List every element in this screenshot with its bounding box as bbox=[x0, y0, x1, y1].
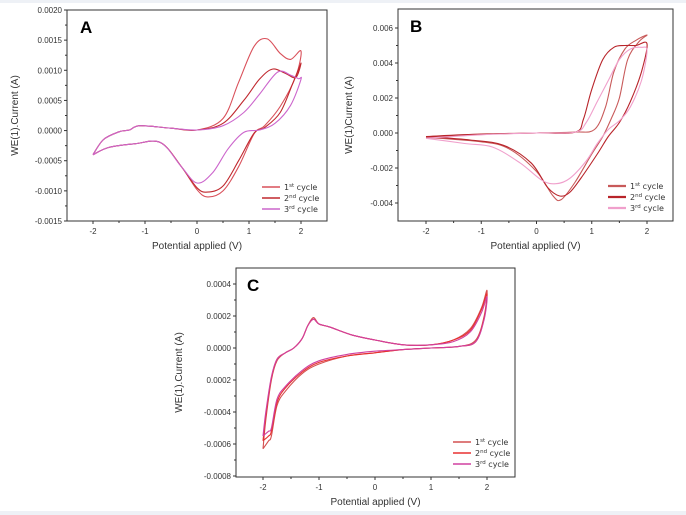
y-axis-label: WE(1).Current (A) bbox=[174, 332, 185, 413]
x-tick-label: 0 bbox=[534, 227, 539, 236]
y-tick-label: -0.0004 bbox=[204, 408, 232, 417]
chart-panel-b: -2 -1 0 1 2 0.006 0.004 0.002 0.000 -0.002 -0.004 P… bbox=[344, 8, 674, 252]
panel-label: C bbox=[247, 276, 259, 295]
legend-entry-cycle-1: 1st cycle bbox=[284, 183, 317, 192]
y-tick-label: 0.0020 bbox=[38, 6, 63, 15]
series-line-cycle-3 bbox=[425, 46, 648, 185]
x-tick-label: 2 bbox=[299, 227, 304, 236]
x-tick-label: 0 bbox=[195, 227, 200, 236]
chart-panel-a: -2 -1 0 1 2 0.0020 0.0015 0.0010 0.0005 0.0000 -0.… bbox=[10, 6, 328, 252]
y-tick-label: 0.0005 bbox=[38, 96, 63, 105]
x-axis-label: Potential applied (V) bbox=[490, 241, 580, 252]
x-tick-label: 2 bbox=[485, 483, 490, 492]
y-tick-label: -0.0010 bbox=[35, 187, 63, 196]
y-tick-label: -0.0005 bbox=[35, 157, 63, 166]
x-tick-label: 0 bbox=[373, 483, 378, 492]
legend-entry-cycle-2: 2nd cycle bbox=[630, 193, 665, 202]
series-line-cycle-2 bbox=[92, 62, 302, 193]
chart-panel-c: -2 -1 0 1 2 0.0004 0.0002 0.0000 0.0002 -0.0004 -0… bbox=[174, 267, 516, 508]
y-tick-label: 0.000 bbox=[373, 129, 394, 138]
x-tick-label: -2 bbox=[259, 483, 267, 492]
series-line-cycle-1 bbox=[425, 34, 648, 202]
legend: 1st cycle 2nd cycle 3rd cycle bbox=[608, 182, 665, 213]
y-axis-label: WE(1)Current (A) bbox=[344, 76, 355, 154]
x-tick-label: 1 bbox=[247, 227, 252, 236]
y-tick-label: 0.0002 bbox=[207, 312, 232, 321]
legend-entry-cycle-1: 1st cycle bbox=[475, 438, 508, 447]
y-tick-label: 0.006 bbox=[373, 24, 394, 33]
y-tick-label: 0.0010 bbox=[38, 66, 63, 75]
y-tick-label: -0.0006 bbox=[204, 440, 232, 449]
x-tick-label: -1 bbox=[141, 227, 149, 236]
legend-entry-cycle-3: 3rd cycle bbox=[475, 460, 509, 469]
series-line-cycle-1 bbox=[92, 37, 302, 198]
x-tick-label: -2 bbox=[89, 227, 97, 236]
legend: 1st cycle 2nd cycle 3rd cycle bbox=[453, 438, 510, 469]
legend: 1st cycle 2nd cycle 3rd cycle bbox=[262, 183, 319, 214]
x-tick-label: -1 bbox=[478, 227, 486, 236]
y-tick-label: 0.002 bbox=[373, 94, 394, 103]
y-tick-label: 0.0000 bbox=[38, 127, 63, 136]
y-tick-label: 0.0002 bbox=[207, 376, 232, 385]
legend-entry-cycle-3: 3rd cycle bbox=[630, 204, 664, 213]
y-tick-label: -0.0008 bbox=[204, 472, 232, 481]
bottom-border-strip bbox=[0, 511, 686, 515]
y-tick-label: -0.004 bbox=[370, 199, 393, 208]
legend-entry-cycle-3: 3rd cycle bbox=[284, 205, 318, 214]
x-tick-label: -1 bbox=[315, 483, 323, 492]
plot-frame bbox=[235, 267, 516, 478]
x-tick-label: 2 bbox=[645, 227, 650, 236]
x-axis-label: Potential applied (V) bbox=[152, 241, 242, 252]
y-tick-label: 0.0015 bbox=[38, 36, 63, 45]
y-tick-label: 0.0000 bbox=[207, 344, 232, 353]
series-line-cycle-1 bbox=[262, 289, 488, 450]
x-axis-label: Potential applied (V) bbox=[330, 497, 420, 508]
x-tick-label: 1 bbox=[590, 227, 595, 236]
y-tick-label: 0.004 bbox=[373, 59, 394, 68]
series-line-cycle-3 bbox=[262, 296, 488, 437]
y-tick-label: 0.0004 bbox=[207, 280, 232, 289]
series-line-cycle-2 bbox=[425, 41, 648, 197]
legend-entry-cycle-2: 2nd cycle bbox=[284, 194, 319, 203]
top-border-strip bbox=[0, 0, 686, 3]
y-axis-label: WE(1).Current (A) bbox=[10, 75, 21, 156]
panel-label: A bbox=[80, 18, 92, 37]
legend-entry-cycle-2: 2nd cycle bbox=[475, 449, 510, 458]
y-tick-label: -0.002 bbox=[370, 164, 393, 173]
series-line-cycle-3 bbox=[92, 70, 302, 184]
series-line-cycle-2 bbox=[262, 293, 488, 442]
x-tick-label: 1 bbox=[429, 483, 434, 492]
x-tick-label: -2 bbox=[422, 227, 430, 236]
panel-label: B bbox=[410, 17, 422, 36]
legend-entry-cycle-1: 1st cycle bbox=[630, 182, 663, 191]
y-tick-label: -0.0015 bbox=[35, 217, 63, 226]
